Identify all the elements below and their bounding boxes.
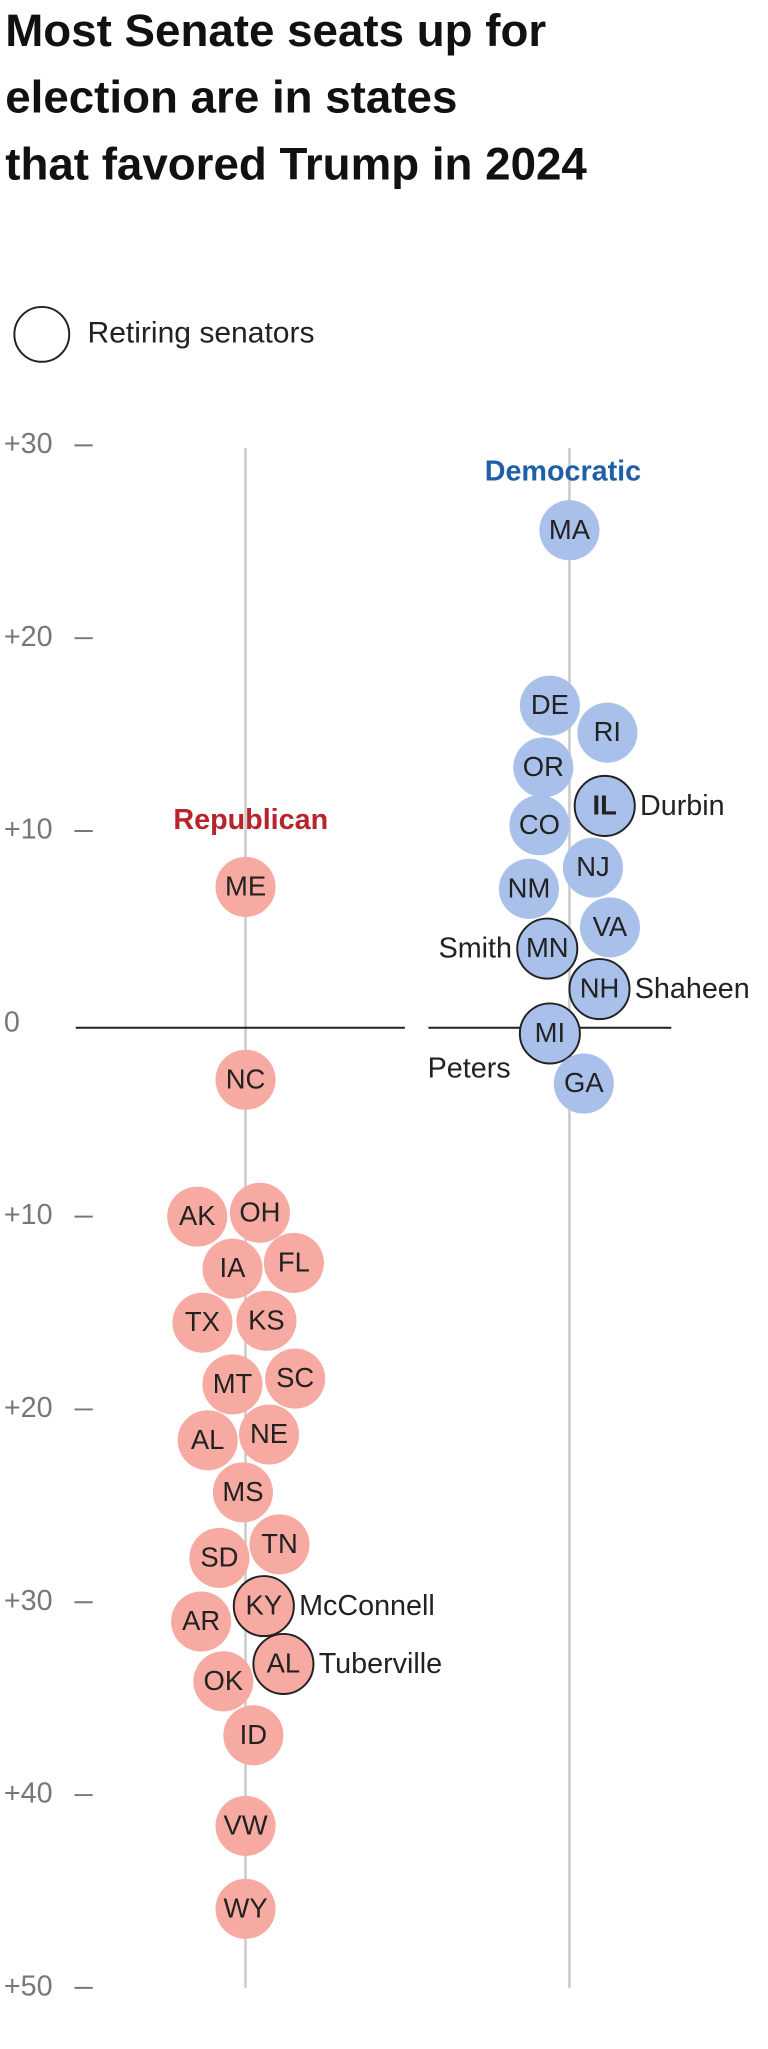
senator-name: Durbin bbox=[640, 790, 725, 822]
seat bbox=[577, 702, 638, 763]
seat bbox=[519, 675, 580, 736]
chart-title: that favored Trump in 2024 bbox=[5, 138, 587, 189]
state-label: MI bbox=[535, 1017, 565, 1048]
seat bbox=[498, 858, 560, 919]
state-label: OH bbox=[239, 1196, 280, 1227]
seat bbox=[193, 1651, 254, 1712]
y-tick-label: +10 bbox=[4, 1199, 53, 1231]
senator-name: Peters bbox=[428, 1053, 511, 1085]
seat bbox=[202, 1354, 263, 1415]
state-label: OR bbox=[523, 751, 564, 782]
state-label: AL bbox=[191, 1424, 225, 1455]
state-label: ID bbox=[240, 1719, 267, 1750]
chart-title: Most Senate seats up for bbox=[5, 5, 546, 56]
state-label: GA bbox=[564, 1067, 604, 1098]
state-label: NM bbox=[508, 872, 551, 903]
seat bbox=[215, 856, 276, 917]
legend-symbol bbox=[13, 305, 71, 363]
retiring-seat bbox=[568, 958, 631, 1021]
state-label: WY bbox=[223, 1892, 267, 1923]
y-tick-label: +20 bbox=[4, 1392, 53, 1424]
senator-name: Smith bbox=[439, 933, 512, 965]
state-label: OK bbox=[204, 1665, 244, 1696]
seat bbox=[579, 897, 640, 958]
seat bbox=[189, 1527, 250, 1588]
retiring-seat bbox=[232, 1575, 295, 1638]
state-label: TX bbox=[185, 1306, 220, 1337]
seat bbox=[249, 1514, 310, 1575]
state-label: FL bbox=[278, 1246, 310, 1277]
state-label: NJ bbox=[576, 851, 609, 882]
state-label: KY bbox=[246, 1590, 283, 1621]
state-label: NC bbox=[226, 1063, 266, 1094]
state-label: DE bbox=[531, 689, 569, 720]
seat bbox=[509, 795, 570, 856]
state-label: MS bbox=[222, 1476, 263, 1507]
seat bbox=[562, 837, 624, 898]
seat bbox=[236, 1290, 297, 1351]
seat bbox=[263, 1232, 324, 1293]
senator-name: Shaheen bbox=[635, 973, 750, 1005]
senator-name: Tuberville bbox=[319, 1648, 442, 1680]
senator-name: McConnell bbox=[299, 1590, 435, 1622]
retiring-seat bbox=[573, 774, 636, 837]
seat bbox=[172, 1292, 233, 1353]
y-tick-label: +20 bbox=[4, 621, 53, 653]
state-label: AL bbox=[267, 1648, 301, 1679]
seat bbox=[215, 1795, 276, 1856]
y-tick-label: +30 bbox=[4, 428, 53, 460]
state-label: AR bbox=[182, 1605, 220, 1636]
chart-body: Most Senate seats up for election are in… bbox=[4, 5, 750, 2002]
seat bbox=[223, 1705, 284, 1766]
state-label: VW bbox=[223, 1809, 267, 1840]
retiring-seat bbox=[518, 1002, 581, 1065]
seat bbox=[513, 737, 574, 798]
state-label: CO bbox=[519, 809, 560, 840]
state-label: MA bbox=[549, 514, 591, 545]
y-tick-label: +50 bbox=[4, 1970, 53, 2002]
legend-label: Retiring senators bbox=[88, 316, 315, 349]
seat bbox=[229, 1182, 290, 1243]
state-label: AK bbox=[179, 1200, 216, 1231]
state-label: MN bbox=[526, 932, 569, 963]
seat bbox=[167, 1186, 228, 1247]
seat bbox=[553, 1053, 614, 1114]
state-label: RI bbox=[594, 716, 621, 747]
state-label: VA bbox=[593, 911, 628, 942]
seat bbox=[171, 1591, 232, 1652]
state-label: KS bbox=[248, 1304, 285, 1335]
y-tick-label: +10 bbox=[4, 814, 53, 846]
seat bbox=[215, 1049, 276, 1110]
seat bbox=[212, 1462, 273, 1523]
state-label: MT bbox=[213, 1368, 253, 1399]
y-tick-label: +40 bbox=[4, 1778, 53, 1810]
group-label: Republican bbox=[173, 804, 328, 836]
state-label: SC bbox=[276, 1362, 314, 1393]
state-label: IL bbox=[593, 789, 617, 820]
seat bbox=[177, 1410, 238, 1471]
seat bbox=[539, 500, 600, 561]
retiring-seat bbox=[516, 917, 579, 980]
state-label: TN bbox=[261, 1528, 298, 1559]
state-label: ME bbox=[225, 870, 266, 901]
seat bbox=[215, 1878, 276, 1939]
group-label: Democratic bbox=[485, 455, 641, 487]
y-tick-label: +30 bbox=[4, 1585, 53, 1617]
retiring-seat bbox=[252, 1632, 315, 1695]
seat bbox=[265, 1348, 326, 1409]
state-label: NH bbox=[580, 973, 620, 1004]
chart-title: election are in states bbox=[5, 72, 457, 123]
seat bbox=[202, 1238, 263, 1299]
seat bbox=[239, 1404, 300, 1465]
state-label: SD bbox=[200, 1541, 238, 1572]
state-label: NE bbox=[250, 1418, 288, 1449]
y-tick-label: 0 bbox=[4, 1006, 20, 1038]
state-label: IA bbox=[220, 1252, 247, 1283]
